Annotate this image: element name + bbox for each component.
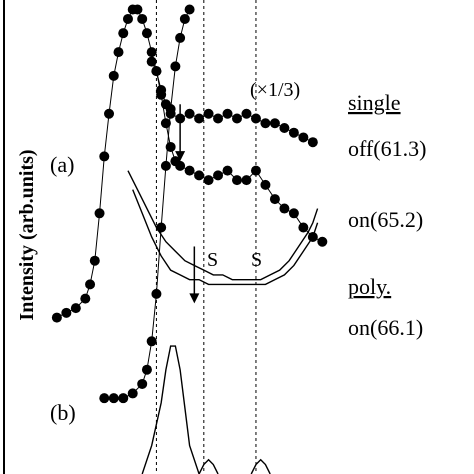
arrow-2-head: [189, 293, 200, 304]
series-4: [132, 189, 319, 286]
series-6: [141, 345, 200, 474]
series-1: [51, 4, 318, 323]
y-axis-label: Intensity (arb.units): [16, 149, 38, 320]
series-1-point-7: [94, 208, 105, 219]
s-marker-1: S: [207, 249, 218, 271]
series-1-point-30: [241, 108, 252, 119]
label-poly-on: on(66.1): [348, 315, 423, 340]
series-1-point-32: [260, 118, 271, 129]
series-2-point-20: [298, 222, 309, 233]
s-marker-2: S: [251, 249, 262, 271]
series-2-point-12: [222, 165, 233, 176]
series-1-point-33: [269, 118, 280, 129]
series-1-point-34: [279, 122, 290, 133]
series-2-point-10: [203, 175, 214, 186]
series-1-point-27: [213, 113, 224, 124]
series-5-point-5: [137, 378, 148, 389]
series-3-line: [127, 170, 319, 281]
series-1-point-1: [51, 312, 62, 323]
series-1-point-6: [89, 255, 100, 266]
series-1-point-31: [250, 113, 261, 124]
label-single: single: [348, 90, 401, 115]
series-1-point-37: [307, 137, 318, 148]
series-1-point-5: [85, 279, 96, 290]
series-2-point-15: [250, 165, 261, 176]
series-2-point-8: [184, 165, 195, 176]
series-8-line: [250, 458, 271, 474]
series-2-point-9: [194, 170, 205, 181]
series-1-point-24: [184, 108, 195, 119]
series-2-point-14: [241, 175, 252, 186]
panel-label-b: (b): [50, 400, 76, 425]
series-5-point-7: [146, 336, 157, 347]
arrow-1-head: [175, 151, 186, 162]
series-1-point-28: [222, 108, 233, 119]
series-1-point-18: [146, 47, 157, 58]
series-1-point-9: [104, 108, 115, 119]
label-poly: poly.: [348, 274, 391, 299]
series-5-point-12: [170, 61, 181, 72]
series-1-point-26: [203, 108, 214, 119]
series-2-point-7: [175, 160, 186, 171]
series-2: [146, 56, 328, 247]
series-5-point-9: [156, 222, 167, 233]
series-2-point-17: [269, 194, 280, 205]
scale-factor-label: (×1/3): [250, 79, 300, 101]
series-2-point-3: [156, 89, 167, 100]
series-1-point-15: [132, 4, 143, 15]
series-3: [127, 170, 319, 281]
series-1-point-2: [61, 307, 72, 318]
series-1-point-10: [108, 70, 119, 81]
series-1-point-29: [232, 113, 242, 124]
series-2-point-16: [260, 179, 271, 190]
label-single-off: off(61.3): [348, 136, 426, 161]
series-1-point-16: [137, 13, 148, 24]
series-1-point-8: [99, 151, 110, 162]
series-2-point-13: [232, 175, 242, 186]
series-1-point-13: [122, 13, 133, 24]
series-1-point-35: [288, 127, 299, 138]
series-1-point-12: [118, 28, 129, 39]
series-5-point-11: [165, 104, 176, 115]
series-5-point-13: [175, 32, 186, 43]
series-5: [99, 4, 195, 404]
series-6-line: [141, 345, 200, 474]
series-8: [250, 458, 271, 474]
series-2-point-2: [151, 66, 162, 77]
series-4-line: [132, 189, 319, 286]
series-2-point-18: [279, 203, 290, 214]
series-1-point-3: [70, 303, 81, 314]
series-2-point-4: [160, 118, 171, 129]
series-1-point-11: [113, 47, 124, 58]
series-1-point-4: [80, 293, 91, 304]
series-5-point-2: [108, 393, 119, 404]
panel-label-a: (a): [50, 152, 74, 177]
series-5-point-14: [179, 13, 190, 24]
series-2-point-11: [213, 170, 224, 181]
series-5-point-6: [141, 364, 152, 375]
series-1-point-17: [141, 28, 152, 39]
series-2-point-1: [146, 56, 157, 67]
series-1-point-25: [194, 113, 205, 124]
series-5-point-8: [151, 288, 162, 299]
series-2-point-19: [288, 208, 299, 219]
series-1-connector: [56, 8, 314, 319]
series-7: [198, 458, 219, 474]
series-5-point-4: [127, 388, 138, 399]
series-1-point-36: [298, 132, 309, 143]
series-5-point-3: [118, 393, 129, 404]
series-5-point-15: [184, 4, 195, 15]
series-2-point-22: [317, 236, 328, 247]
series-5-point-10: [160, 160, 171, 171]
label-single-on: on(65.2): [348, 207, 423, 232]
series-5-point-1: [99, 393, 110, 404]
series-7-line: [198, 458, 219, 474]
